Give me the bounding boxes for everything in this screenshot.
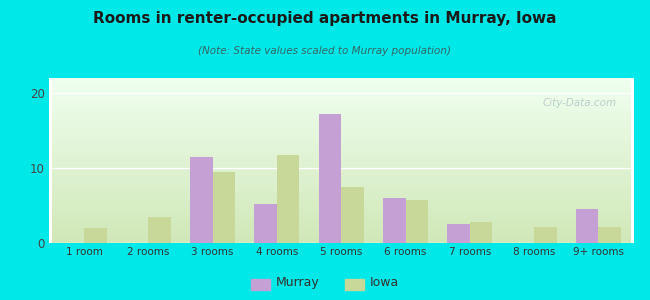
Bar (277, 154, 300, 243)
Bar (383, 198, 406, 243)
Bar (576, 209, 599, 243)
Bar (318, 114, 341, 243)
Bar (599, 226, 621, 243)
Bar (406, 200, 428, 243)
Text: City-Data.com: City-Data.com (542, 98, 616, 108)
Bar (213, 172, 235, 243)
Bar (470, 222, 492, 243)
Bar (84, 228, 107, 243)
Text: Rooms in renter-occupied apartments in Murray, Iowa: Rooms in renter-occupied apartments in M… (93, 11, 557, 26)
Text: (Note: State values scaled to Murray population): (Note: State values scaled to Murray pop… (198, 46, 452, 56)
Bar (254, 204, 277, 243)
Bar (447, 224, 470, 243)
Bar (148, 217, 171, 243)
Bar (534, 226, 556, 243)
Legend: Murray, Iowa: Murray, Iowa (246, 271, 404, 294)
Bar (341, 187, 364, 243)
Bar (190, 157, 213, 243)
